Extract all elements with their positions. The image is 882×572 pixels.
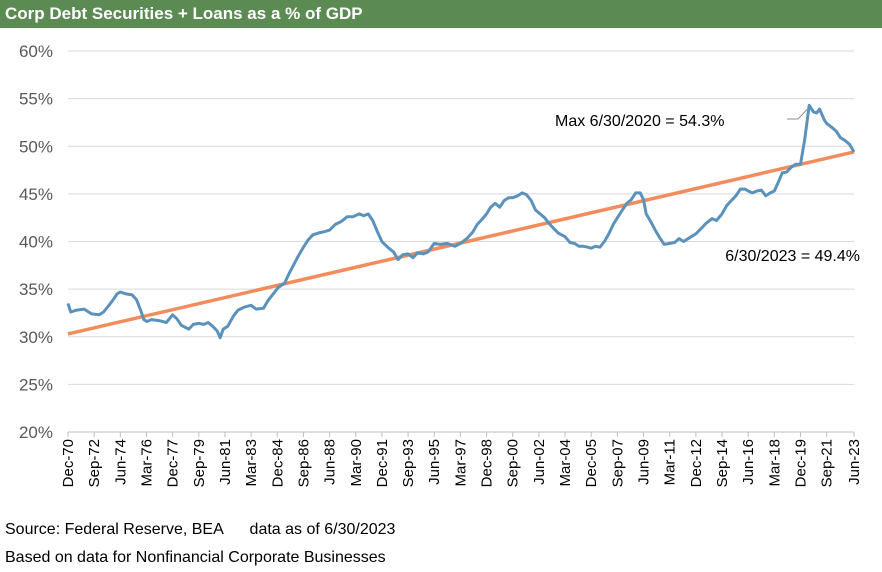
x-tick-label: Sep-07 bbox=[609, 439, 626, 487]
title-bar: Corp Debt Securities + Loans as a % of G… bbox=[0, 0, 882, 28]
x-tick-label: Dec-12 bbox=[688, 439, 705, 487]
y-tick-label: 30% bbox=[19, 328, 53, 347]
series-line bbox=[66, 103, 856, 340]
x-tick-label: Sep-93 bbox=[400, 439, 417, 487]
x-tick-label: Mar-97 bbox=[452, 439, 469, 487]
x-tick-label: Dec-19 bbox=[792, 439, 809, 487]
source-note: Source: Federal Reserve, BEA data as of … bbox=[5, 521, 396, 538]
x-tick-label: Jun-95 bbox=[426, 439, 443, 485]
x-tick-label: Sep-14 bbox=[714, 439, 731, 487]
y-tick-label: 20% bbox=[19, 423, 53, 442]
x-tick-label: Jun-74 bbox=[112, 439, 129, 485]
x-axis: Dec-70 Sep-72 Jun-74 Mar-76 Dec-77 Sep-79 Jun-… bbox=[60, 432, 863, 487]
x-tick-label: Mar-83 bbox=[243, 439, 260, 487]
chart: 20% 25% 30% 35% 40% 45% 50% 55% 60% Dec-70 Sep-72… bbox=[19, 42, 863, 487]
last-value-annotation: 6/30/2023 = 49.4% bbox=[725, 248, 860, 265]
x-tick-label: Sep-86 bbox=[295, 439, 312, 487]
x-tick-label: Jun-88 bbox=[322, 439, 339, 485]
x-tick-label: Dec-77 bbox=[165, 439, 182, 487]
x-tick-label: Sep-00 bbox=[505, 439, 522, 487]
x-tick-label: Mar-76 bbox=[138, 439, 155, 487]
x-tick-label: Mar-11 bbox=[662, 439, 679, 485]
x-tick-label: Mar-18 bbox=[766, 439, 783, 487]
max-annotation: Max 6/30/2020 = 54.3% bbox=[555, 113, 724, 130]
x-tick-label: Dec-70 bbox=[60, 439, 77, 487]
y-tick-label: 45% bbox=[19, 185, 53, 204]
x-tick-label: Mar-04 bbox=[557, 439, 574, 487]
x-tick-label: Dec-05 bbox=[583, 439, 600, 487]
max-annotation-leader bbox=[787, 108, 808, 120]
basis-note: Based on data for Nonfinancial Corporate… bbox=[5, 549, 386, 566]
y-tick-label: 40% bbox=[19, 233, 53, 252]
x-tick-label: Jun-16 bbox=[740, 439, 757, 485]
x-tick-label: Jun-09 bbox=[636, 439, 653, 485]
x-tick-label: Dec-84 bbox=[269, 439, 286, 487]
x-tick-label: Dec-98 bbox=[479, 439, 496, 487]
y-axis: 20% 25% 30% 35% 40% 45% 50% 55% 60% bbox=[19, 42, 53, 442]
chart-title: Corp Debt Securities + Loans as a % of G… bbox=[5, 4, 363, 23]
x-tick-label: Mar-90 bbox=[348, 439, 365, 487]
x-tick-label: Jun-23 bbox=[846, 439, 863, 485]
x-tick-label: Jun-81 bbox=[217, 439, 234, 485]
x-tick-label: Jun-02 bbox=[531, 439, 548, 485]
y-tick-label: 55% bbox=[19, 90, 53, 109]
x-tick-label: Sep-21 bbox=[819, 439, 836, 487]
x-tick-label: Sep-72 bbox=[86, 439, 103, 487]
y-tick-label: 60% bbox=[19, 42, 53, 61]
x-tick-label: Sep-79 bbox=[191, 439, 208, 487]
y-tick-label: 50% bbox=[19, 137, 53, 156]
x-tick-label: Dec-91 bbox=[374, 439, 391, 487]
y-tick-label: 25% bbox=[19, 375, 53, 394]
y-tick-label: 35% bbox=[19, 280, 53, 299]
